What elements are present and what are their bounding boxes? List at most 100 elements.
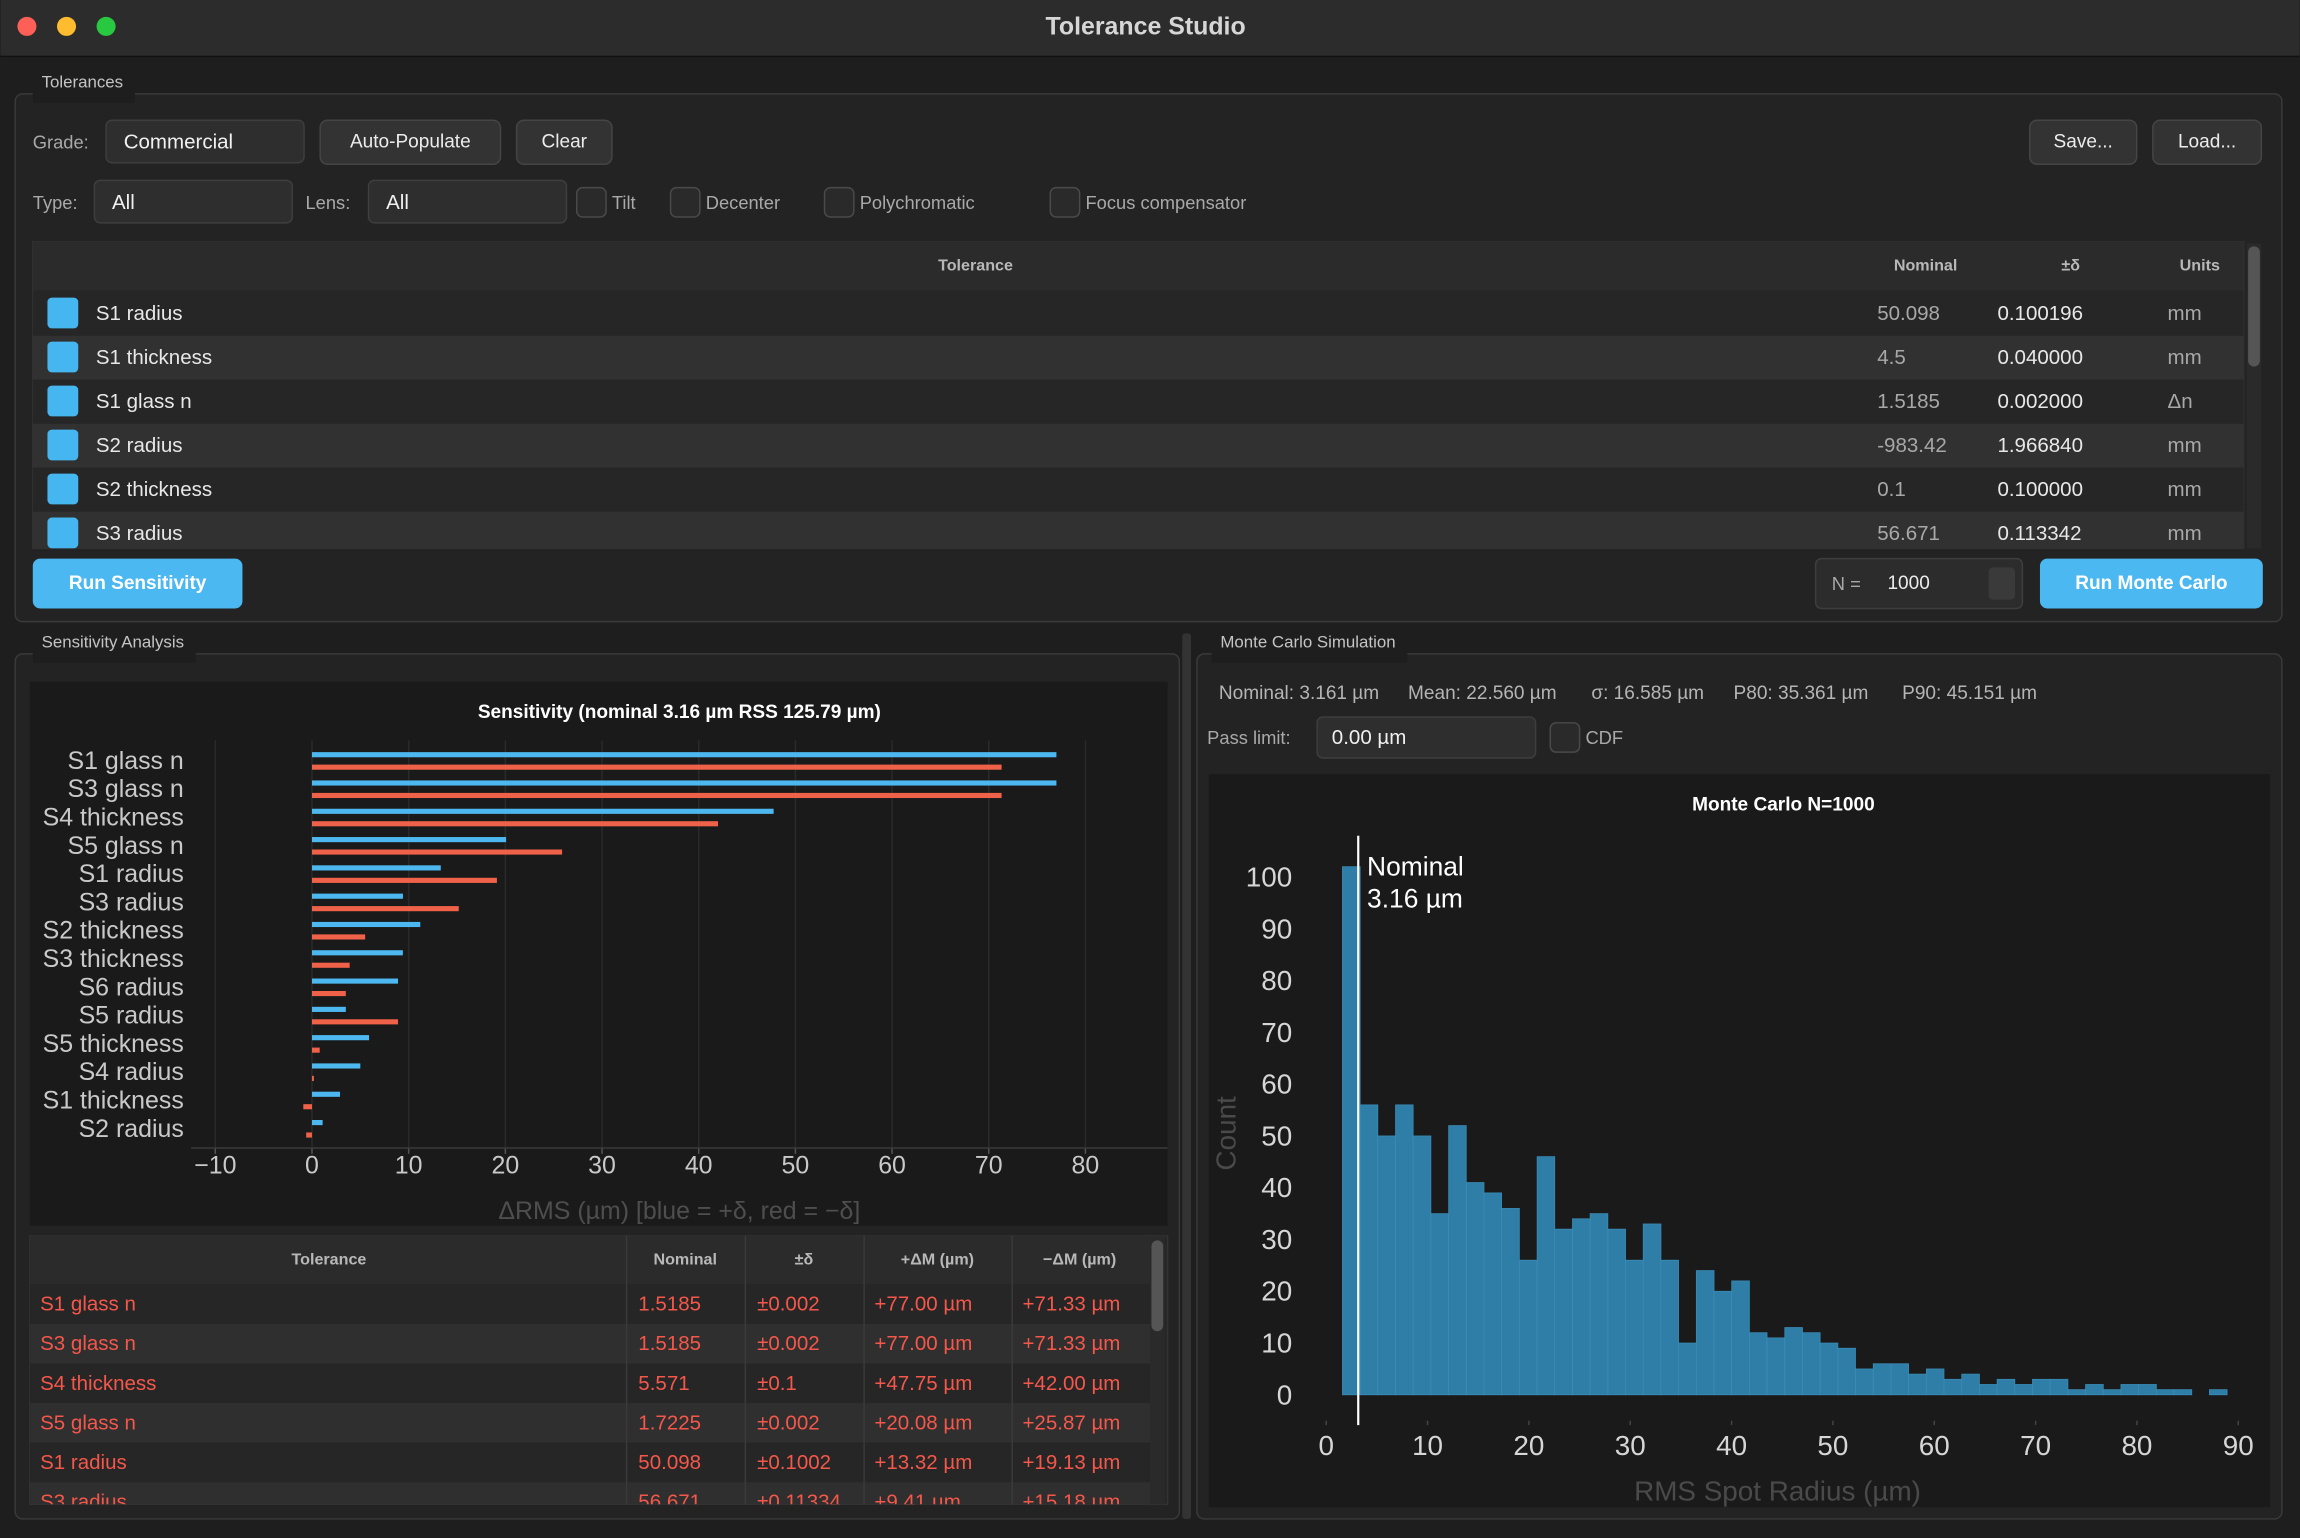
bar xyxy=(311,950,403,956)
button[interactable] xyxy=(319,119,502,165)
splitter[interactable] xyxy=(1182,633,1192,1519)
row-checkbox[interactable] xyxy=(47,429,79,461)
button[interactable] xyxy=(2028,119,2138,165)
histogram-bar xyxy=(1359,1104,1379,1396)
checkbox[interactable] xyxy=(1549,722,1581,753)
bar xyxy=(311,764,1002,770)
row-checkbox[interactable] xyxy=(47,517,79,549)
checkbox[interactable] xyxy=(669,186,701,218)
x-tick-label: 80 xyxy=(2121,1430,2152,1461)
cell: S5 glass n xyxy=(40,1411,136,1434)
run-sensitivity-button[interactable] xyxy=(32,558,243,609)
zoom-button[interactable] xyxy=(96,16,116,36)
y-tick-label: 80 xyxy=(1261,965,1292,996)
category-label: S5 radius xyxy=(79,1002,184,1030)
table-row[interactable] xyxy=(29,1323,1150,1364)
row-checkbox[interactable] xyxy=(47,297,79,329)
table-row[interactable] xyxy=(32,335,2244,380)
pass-limit-value[interactable]: 0.00 µm xyxy=(1332,726,1407,749)
button-label[interactable]: Run Monte Carlo xyxy=(2075,573,2227,594)
grade-combo[interactable] xyxy=(105,119,305,164)
row-checkbox[interactable] xyxy=(47,341,79,373)
table-row[interactable] xyxy=(29,1284,1150,1324)
bar xyxy=(311,1006,346,1012)
button-label[interactable]: Auto-Populate xyxy=(350,132,471,153)
histogram-bar xyxy=(1483,1192,1503,1396)
n-spinbox[interactable] xyxy=(1814,557,2024,610)
bar xyxy=(311,877,497,883)
table-row[interactable] xyxy=(29,1363,1150,1404)
y-tick-label: 0 xyxy=(1277,1379,1293,1410)
histogram-bar xyxy=(2102,1389,2122,1396)
table-row[interactable] xyxy=(32,423,2244,468)
x-tick-label: 60 xyxy=(1919,1430,1950,1461)
button-label[interactable]: Run Sensitivity xyxy=(69,573,207,594)
row-checkbox[interactable] xyxy=(47,473,79,505)
run-monte-carlo-button[interactable] xyxy=(2039,558,2263,609)
cell-units: Δn xyxy=(2168,390,2193,413)
n-value[interactable]: 1000 xyxy=(1887,573,1929,594)
button-label[interactable]: Save... xyxy=(2054,132,2113,153)
checkbox-label[interactable]: CDF xyxy=(1585,727,1623,748)
spin-arrows[interactable] xyxy=(1988,567,2016,600)
cell-nominal: 0.1 xyxy=(1877,478,1906,501)
minimize-button[interactable] xyxy=(56,16,77,36)
type-value[interactable]: All xyxy=(112,191,135,214)
table-row[interactable] xyxy=(32,291,2244,336)
bar xyxy=(311,990,346,997)
checkbox[interactable] xyxy=(575,186,607,218)
bar xyxy=(311,792,1002,799)
column-header: Tolerance xyxy=(291,1250,366,1268)
button-label[interactable]: Load... xyxy=(2178,132,2236,153)
cell: 5.571 xyxy=(638,1372,689,1395)
lens-value[interactable]: All xyxy=(386,191,409,214)
button[interactable] xyxy=(515,119,613,165)
checkbox[interactable] xyxy=(823,186,855,218)
category-label: S3 thickness xyxy=(43,945,184,973)
checkbox-label[interactable]: Polychromatic xyxy=(860,192,975,213)
cell: ±0.002 xyxy=(757,1411,820,1434)
checkbox-label[interactable]: Decenter xyxy=(706,192,780,213)
type-combo[interactable] xyxy=(93,179,294,224)
close-button[interactable] xyxy=(17,16,37,36)
cell: +71.33 µm xyxy=(1022,1332,1120,1355)
table-body: S1 radius 50.098 0.100196 mm S1 thickness 4.5… xyxy=(32,291,2244,556)
scrollbar-thumb[interactable] xyxy=(1151,1240,1164,1332)
table-row[interactable] xyxy=(29,1403,1150,1443)
table-row[interactable] xyxy=(32,379,2244,424)
histogram-bar xyxy=(1536,1156,1556,1396)
histogram-bar xyxy=(1819,1342,1839,1396)
table-row[interactable] xyxy=(29,1482,1150,1522)
x-tick-label: 70 xyxy=(975,1152,1003,1180)
bar xyxy=(311,821,719,827)
group-title-bg xyxy=(1211,642,1408,663)
table-row[interactable] xyxy=(29,1442,1150,1483)
checkbox[interactable] xyxy=(1049,186,1081,218)
pass-limit-input[interactable] xyxy=(1316,716,1537,759)
table-row[interactable] xyxy=(32,511,2244,556)
histogram-bar xyxy=(1377,1135,1396,1396)
column-header: +ΔM (µm) xyxy=(901,1250,974,1268)
histogram-bar xyxy=(1501,1208,1520,1396)
category-label: S3 glass n xyxy=(67,775,183,803)
table-row[interactable] xyxy=(32,467,2244,512)
bar xyxy=(311,921,421,928)
category-label: S1 radius xyxy=(79,860,184,888)
checkbox-label[interactable]: Tilt xyxy=(612,192,636,213)
checkbox-label[interactable]: Focus compensator xyxy=(1085,192,1246,213)
cell: S4 thickness xyxy=(40,1372,156,1395)
x-tick-label: 50 xyxy=(782,1152,810,1180)
lens-combo[interactable] xyxy=(367,179,568,224)
cell: S3 radius xyxy=(40,1491,127,1514)
grade-value[interactable]: Commercial xyxy=(124,131,233,154)
bar xyxy=(311,1075,314,1081)
scrollbar-thumb[interactable] xyxy=(2248,246,2260,367)
button[interactable] xyxy=(2152,119,2263,165)
button-label[interactable]: Clear xyxy=(542,132,588,153)
row-checkbox[interactable] xyxy=(47,385,79,417)
cell: S3 glass n xyxy=(40,1332,136,1355)
histogram-bar xyxy=(1855,1368,1874,1396)
category-label: S4 thickness xyxy=(43,804,184,832)
cell-name: S3 radius xyxy=(96,522,183,545)
histogram-bar xyxy=(1430,1213,1450,1396)
